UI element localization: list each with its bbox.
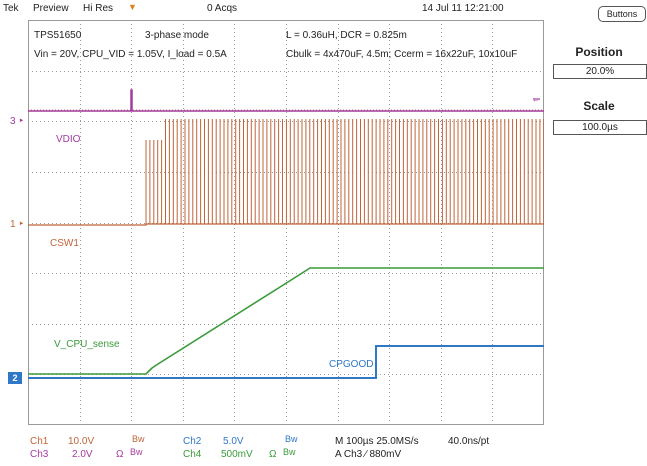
ch4-scale: 500mV xyxy=(221,449,253,460)
ch3-scale: 2.0V xyxy=(72,449,93,460)
resolution-readout: 40.0ns/pt xyxy=(448,436,490,447)
brand-label: Tek xyxy=(3,3,19,14)
mode-label: Preview xyxy=(33,3,69,14)
ch3-ohm-icon: Ω xyxy=(116,449,124,460)
ch4-vcpu-trace xyxy=(28,267,544,375)
ch3-marker[interactable]: 3 ‣ xyxy=(10,116,24,128)
ch2-scale: 5.0V xyxy=(223,436,244,447)
inductor-annotation: L = 0.36uH, DCR = 0.825m xyxy=(286,30,407,41)
scale-title: Scale xyxy=(583,99,615,113)
cpgood-label: CPGOOD xyxy=(329,359,374,370)
caps-annotation: Cbulk = 4x470uF, 4.5m; Ccerm = 16x22uF, … xyxy=(286,49,518,60)
ch4-ohm-icon: Ω xyxy=(269,449,277,460)
ch1-scale: 10.0V xyxy=(68,436,95,447)
waveform-display[interactable]: ← TPS51650 3-phase mode Vin = 20V, CPU_V… xyxy=(28,20,544,425)
ch1-label[interactable]: Ch1 xyxy=(30,436,49,447)
ch2-bw: Bw xyxy=(285,434,298,444)
ch2-marker[interactable]: 2 xyxy=(8,372,22,384)
timebase-readout[interactable]: M 100µs 25.0MS/s xyxy=(335,436,419,447)
vcpu-label: V_CPU_sense xyxy=(54,339,120,350)
ch1-marker[interactable]: 1 ‣ xyxy=(10,219,24,231)
csw1-label: CSW1 xyxy=(50,238,79,249)
ch4-bw: Bw xyxy=(283,447,296,457)
acq-mode-label: Hi Res xyxy=(83,3,114,14)
ch1-marker-arrow-icon: ‣ xyxy=(15,219,25,230)
ch2-label[interactable]: Ch2 xyxy=(183,436,202,447)
ch1-bw: Bw xyxy=(132,434,145,444)
ch1-marker-label: 1 xyxy=(10,219,16,230)
trigger-position-icon: ▼ xyxy=(128,2,137,12)
vdio-label: VDIO xyxy=(56,134,81,145)
ch3-arrow-icon: ← xyxy=(532,95,540,104)
ch3-bw: Bw xyxy=(130,447,143,457)
trigger-readout[interactable]: A Ch3 ∕ 880mV xyxy=(335,449,402,460)
device-annotation: TPS51650 xyxy=(34,30,82,41)
ch2-cpgood-trace xyxy=(28,345,544,379)
ch3-label[interactable]: Ch3 xyxy=(30,449,49,460)
position-title: Position xyxy=(575,45,623,59)
acq-count-label: 0 Acqs xyxy=(207,3,238,14)
position-value[interactable]: 20.0% xyxy=(553,64,647,79)
buttons-button[interactable]: Buttons xyxy=(598,6,646,22)
conditions-annotation: Vin = 20V, CPU_VID = 1.05V, I_load = 0.5… xyxy=(34,49,227,60)
scale-value[interactable]: 100.0µs xyxy=(553,120,647,135)
ch3-marker-arrow-icon: ‣ xyxy=(15,116,25,127)
waveform-graticule: ← xyxy=(28,20,544,425)
phase-annotation: 3-phase mode xyxy=(145,30,209,41)
ch4-label[interactable]: Ch4 xyxy=(183,449,202,460)
datetime-label: 14 Jul 11 12:21:00 xyxy=(422,3,504,14)
ch3-marker-label: 3 xyxy=(10,116,16,127)
ch3-vdio-trace xyxy=(28,89,544,112)
ch1-csw1-trace xyxy=(145,119,544,224)
